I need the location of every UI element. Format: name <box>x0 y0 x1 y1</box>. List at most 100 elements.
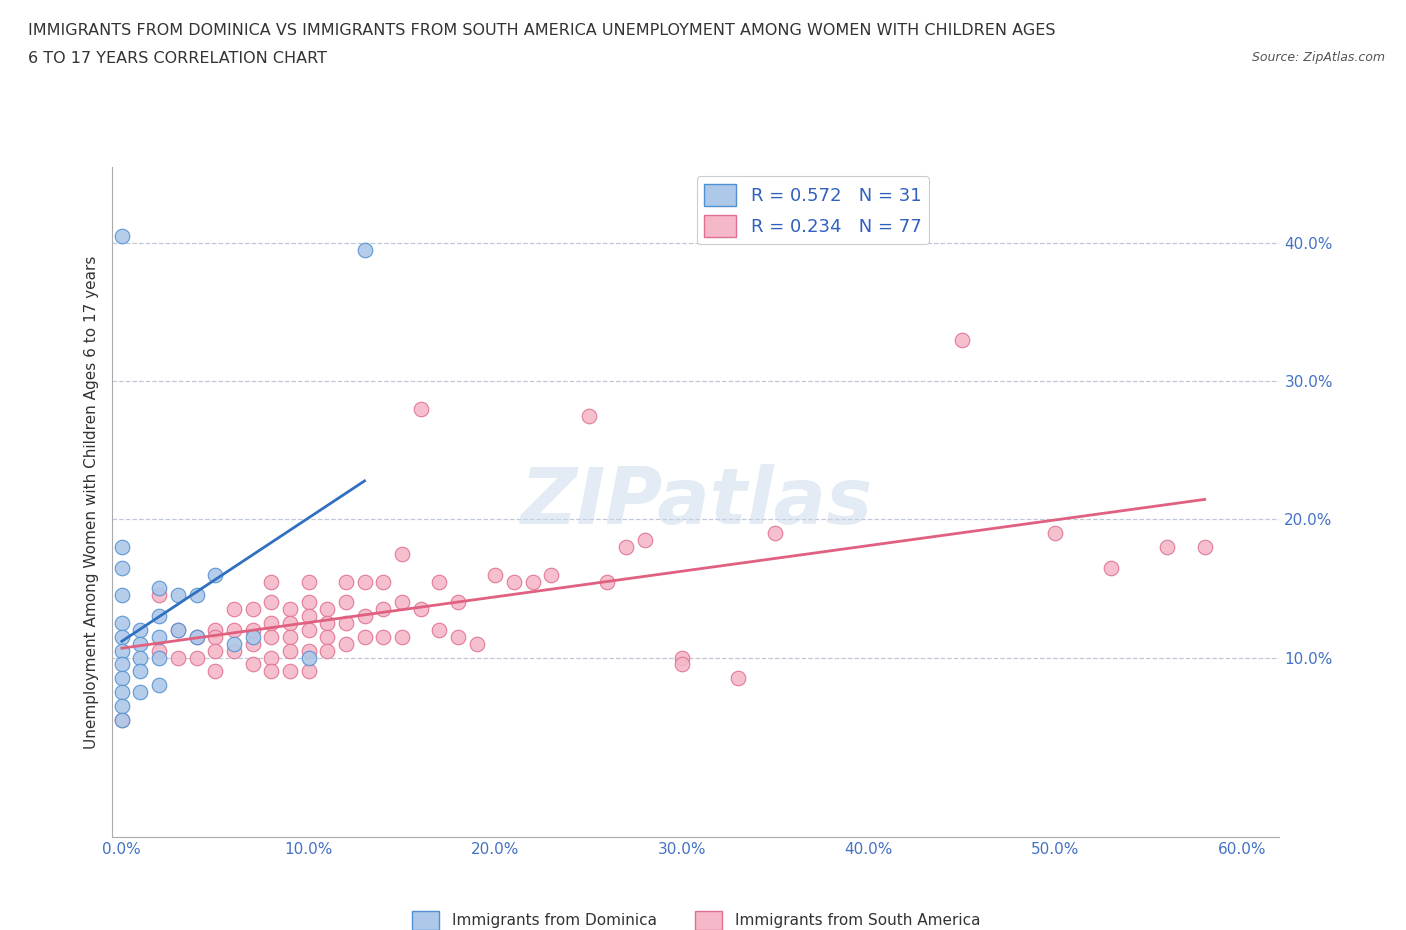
Point <box>763 525 786 540</box>
Point <box>1045 525 1067 540</box>
Point <box>111 644 134 658</box>
Point <box>260 595 283 610</box>
Legend: Immigrants from Dominica, Immigrants from South America: Immigrants from Dominica, Immigrants fro… <box>406 905 986 930</box>
Point <box>111 588 134 603</box>
Point <box>242 657 264 671</box>
Point <box>950 333 973 348</box>
Point <box>222 602 245 617</box>
Point <box>186 630 208 644</box>
Point <box>316 644 339 658</box>
Point <box>373 574 395 589</box>
Point <box>297 595 319 610</box>
Point <box>111 630 134 644</box>
Point <box>297 650 319 665</box>
Point <box>111 712 134 727</box>
Point <box>148 644 170 658</box>
Point <box>111 684 134 699</box>
Point <box>297 644 319 658</box>
Point <box>391 547 413 562</box>
Point <box>166 622 188 637</box>
Point <box>111 561 134 576</box>
Point <box>409 602 432 617</box>
Point <box>166 588 188 603</box>
Point <box>166 650 188 665</box>
Point <box>129 636 152 651</box>
Point <box>111 539 134 554</box>
Point <box>596 574 619 589</box>
Point <box>316 616 339 631</box>
Point <box>148 608 170 623</box>
Point <box>129 650 152 665</box>
Point <box>242 636 264 651</box>
Text: Source: ZipAtlas.com: Source: ZipAtlas.com <box>1251 51 1385 64</box>
Point <box>186 588 208 603</box>
Point <box>111 671 134 685</box>
Point <box>727 671 749 685</box>
Point <box>409 402 432 417</box>
Point <box>129 664 152 679</box>
Point <box>260 650 283 665</box>
Point <box>148 581 170 596</box>
Point <box>335 574 357 589</box>
Point <box>353 574 375 589</box>
Point <box>204 664 226 679</box>
Point <box>260 574 283 589</box>
Point <box>222 636 245 651</box>
Point <box>242 602 264 617</box>
Point <box>278 664 301 679</box>
Point <box>335 595 357 610</box>
Point <box>297 664 319 679</box>
Point <box>204 567 226 582</box>
Point <box>111 712 134 727</box>
Point <box>166 622 188 637</box>
Point <box>222 644 245 658</box>
Point <box>671 657 693 671</box>
Point <box>335 636 357 651</box>
Point <box>297 608 319 623</box>
Point <box>111 698 134 713</box>
Point <box>278 644 301 658</box>
Point <box>242 630 264 644</box>
Point <box>578 408 600 423</box>
Text: 6 TO 17 YEARS CORRELATION CHART: 6 TO 17 YEARS CORRELATION CHART <box>28 51 328 66</box>
Point <box>260 664 283 679</box>
Point <box>111 616 134 631</box>
Point <box>148 678 170 693</box>
Point <box>465 636 488 651</box>
Point <box>1194 539 1216 554</box>
Point <box>260 630 283 644</box>
Point <box>278 602 301 617</box>
Text: IMMIGRANTS FROM DOMINICA VS IMMIGRANTS FROM SOUTH AMERICA UNEMPLOYMENT AMONG WOM: IMMIGRANTS FROM DOMINICA VS IMMIGRANTS F… <box>28 23 1056 38</box>
Point <box>129 684 152 699</box>
Point <box>186 650 208 665</box>
Point <box>353 608 375 623</box>
Point <box>204 644 226 658</box>
Point <box>614 539 637 554</box>
Point <box>353 630 375 644</box>
Point <box>373 602 395 617</box>
Point <box>316 630 339 644</box>
Point <box>522 574 544 589</box>
Point <box>391 595 413 610</box>
Point <box>447 630 470 644</box>
Point <box>1099 561 1122 576</box>
Point <box>260 616 283 631</box>
Point <box>129 622 152 637</box>
Point <box>633 533 655 548</box>
Point <box>204 630 226 644</box>
Point <box>1156 539 1178 554</box>
Point <box>148 630 170 644</box>
Point <box>671 650 693 665</box>
Point <box>204 622 226 637</box>
Point <box>391 630 413 644</box>
Point <box>540 567 562 582</box>
Point <box>111 229 134 244</box>
Y-axis label: Unemployment Among Women with Children Ages 6 to 17 years: Unemployment Among Women with Children A… <box>83 256 98 749</box>
Point <box>335 616 357 631</box>
Point <box>242 622 264 637</box>
Point <box>186 630 208 644</box>
Point <box>427 574 450 589</box>
Point <box>148 588 170 603</box>
Text: ZIPatlas: ZIPatlas <box>520 464 872 540</box>
Point <box>427 622 450 637</box>
